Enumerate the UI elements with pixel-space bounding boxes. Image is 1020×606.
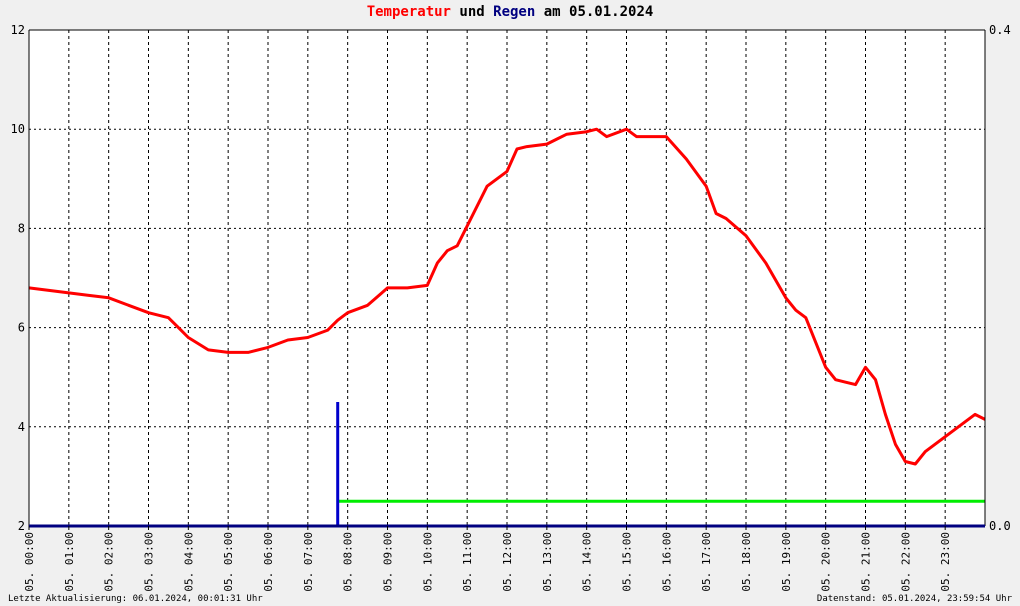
x-tick-label: 05. 11:00: [461, 532, 474, 592]
y-left-tick-label: 6: [18, 321, 25, 335]
x-tick-label: 05. 16:00: [660, 532, 673, 592]
y-right-tick-label: 0.4: [989, 23, 1011, 37]
x-tick-label: 05. 18:00: [740, 532, 753, 592]
x-tick-label: 05. 01:00: [63, 532, 76, 592]
x-tick-label: 05. 04:00: [182, 532, 195, 592]
y-right-tick-label: 0.0: [989, 519, 1011, 533]
title-temperature: Temperatur: [366, 4, 451, 20]
temperature-line: [28, 127, 986, 466]
x-tick-label: 05. 13:00: [541, 532, 554, 592]
x-tick-label: 05. 17:00: [700, 532, 713, 592]
y-left-tick-label: 10: [11, 122, 25, 136]
tick-labels: 2 4 6 8 10 12 0.0 0.4 05. 00:00 05. 01:00 05. 02:0…: [11, 23, 1011, 592]
x-tick-label: 05. 08:00: [342, 532, 355, 592]
x-tick-label: 05. 03:00: [143, 532, 156, 592]
x-tick-label: 05. 05:00: [222, 532, 235, 592]
x-tick-label: 05. 07:00: [302, 532, 315, 592]
title-date: am 05.01.2024: [535, 4, 654, 20]
x-tick-label: 05. 10:00: [421, 532, 434, 592]
x-tick-label: 05. 00:00: [23, 532, 36, 592]
title-regen: Regen: [493, 4, 536, 20]
footer-data-status: Datenstand: 05.01.2024, 23:59:54 Uhr: [816, 594, 1012, 604]
x-tick-label: 05. 23:00: [939, 532, 952, 592]
y-left-tick-label: 12: [11, 23, 25, 37]
x-tick-label: 05. 15:00: [621, 532, 634, 592]
title-und: und: [450, 4, 494, 20]
x-tick-label: 05. 14:00: [581, 532, 594, 592]
x-tick-label: 05. 20:00: [820, 532, 833, 592]
x-tick-label: 05. 12:00: [501, 532, 514, 592]
y-left-tick-label: 2: [18, 519, 25, 533]
x-tick-label: 05. 19:00: [780, 532, 793, 592]
footer-last-update: Letzte Aktualisierung: 06.01.2024, 00:01…: [8, 594, 263, 604]
y-left-tick-label: 8: [18, 221, 25, 235]
series-layer: [28, 127, 986, 526]
x-tick-label: 05. 09:00: [382, 532, 395, 592]
x-tick-label: 05. 02:00: [103, 532, 116, 592]
x-tick-label: 05. 06:00: [262, 532, 275, 592]
chart-title: Temperatur und Regen am 05.01.2024: [0, 4, 1020, 20]
x-tick-label: 05. 22:00: [899, 532, 912, 592]
grid-lines: [29, 30, 985, 526]
axes: [28, 29, 986, 530]
y-left-tick-label: 4: [18, 420, 25, 434]
x-tick-label: 05. 21:00: [860, 532, 873, 592]
